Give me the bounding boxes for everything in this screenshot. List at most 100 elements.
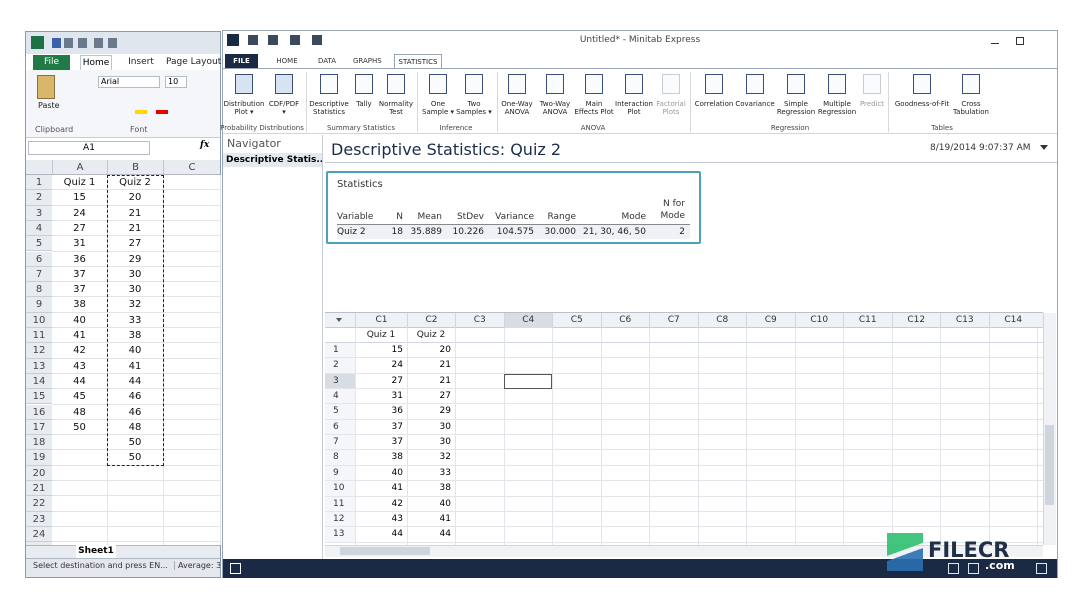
row-line: [52, 342, 220, 344]
row-line: [52, 372, 220, 374]
worksheet-cell: 27: [439, 391, 451, 402]
quick-access-icon: [52, 38, 61, 48]
worksheet-row-line: [325, 403, 1043, 405]
cell: 50: [73, 421, 86, 433]
cell: 27: [73, 222, 86, 234]
worksheet-column-header: C2: [407, 313, 455, 328]
worksheet-column-line: [891, 328, 893, 545]
row-header: 18: [26, 435, 52, 451]
quick-access-icon: [78, 38, 87, 48]
stats-header: Range: [547, 212, 576, 222]
control-max: [1016, 37, 1024, 45]
name-box[interactable]: A1: [28, 141, 150, 155]
cell: 42: [73, 345, 86, 357]
worksheet-row-line: [325, 510, 1043, 512]
navigator-panel: [223, 135, 323, 560]
control-min: [991, 43, 999, 44]
cell: 50: [128, 452, 142, 464]
cell: 24: [73, 207, 86, 219]
worksheet-cell: 43: [391, 513, 403, 524]
row-header: 19: [26, 450, 52, 466]
status-icon: [968, 563, 979, 574]
worksheet-cell: 31: [391, 391, 403, 402]
excel-tab[interactable]: Insert: [128, 57, 154, 67]
worksheet-row-header: 10: [325, 481, 355, 497]
cell: 15: [73, 192, 86, 204]
row-header: 24: [26, 526, 52, 543]
stats-header: N for Mode: [660, 199, 685, 221]
worksheet-row-line: [325, 372, 1043, 374]
output-timestamp: 8/19/2014 9:07:37 AM: [930, 143, 1031, 153]
worksheet-column-header: C12: [891, 313, 941, 328]
group-label: Clipboard: [35, 125, 74, 134]
stats-header: Variance: [495, 212, 534, 222]
stats-cell: 30.000: [544, 227, 577, 237]
column-header: C: [163, 160, 220, 175]
worksheet-cell: 21: [439, 375, 451, 386]
ribbon-tab[interactable]: DATA: [317, 57, 337, 65]
row-header: 13: [26, 358, 52, 374]
quick-access-icon: [248, 35, 258, 45]
ribbon-tab[interactable]: HOME: [276, 57, 298, 65]
ribbon-button-label: Effects Plot: [574, 108, 614, 116]
worksheet-row-line: [325, 388, 1043, 390]
worksheet-row-header: 2: [325, 358, 355, 374]
worksheet-row-line: [325, 526, 1043, 528]
ribbon-tab[interactable]: GRAPHS: [353, 57, 382, 65]
row-header: 23: [26, 511, 52, 527]
output-menu-arrow: [1040, 145, 1048, 150]
worksheet-row-line: [325, 357, 1043, 359]
format-button[interactable]: [116, 92, 128, 104]
ribbon-button-label: ANOVA: [542, 108, 568, 116]
worksheet-row-header: 1: [325, 343, 355, 359]
row-line: [52, 265, 220, 267]
worksheet-row-header: 9: [325, 465, 355, 482]
control-close: [1040, 36, 1049, 45]
ribbon-tab[interactable]: STATISTICS: [394, 54, 442, 68]
excel-tab[interactable]: Page Layout: [166, 57, 222, 67]
excel-tab[interactable]: Home: [80, 55, 112, 70]
navigator-item[interactable]: Descriptive Statis...: [223, 153, 322, 167]
worksheet-column-header: C3: [455, 313, 504, 328]
cell: 32: [128, 299, 142, 311]
worksheet-row-header: 8: [325, 450, 355, 466]
ribbon-button-label: One: [430, 100, 446, 108]
worksheet-cell: 30: [439, 421, 451, 432]
worksheet-row-line: [325, 434, 1043, 436]
sheet-tab[interactable]: Sheet1: [76, 545, 116, 558]
window-control[interactable]: [988, 34, 1002, 48]
quick-access-icon: [94, 38, 103, 48]
row-header: 10: [26, 312, 52, 328]
row-header: 9: [26, 297, 52, 313]
statistics-section: Statistics: [337, 179, 383, 190]
ribbon-tab[interactable]: FILE: [225, 54, 258, 68]
formula-icon: fx: [200, 140, 210, 150]
ribbon-icon: [787, 74, 805, 94]
worksheet-column-line: [988, 328, 990, 545]
cell: 48: [128, 421, 142, 433]
row-line: [52, 495, 220, 497]
row-header: 14: [26, 373, 52, 390]
row-line: [52, 525, 220, 527]
ribbon-divider: [497, 72, 498, 132]
ribbon-group-label: ANOVA: [580, 124, 606, 132]
worksheet-column-header: C13: [940, 313, 989, 328]
row-header: 7: [26, 266, 52, 283]
ribbon-icon: [828, 74, 846, 94]
cell: 45: [73, 391, 86, 403]
cell: 40: [73, 314, 86, 326]
stats-cell: 104.575: [496, 227, 534, 237]
ribbon-icon: [962, 74, 980, 94]
format-button[interactable]: [100, 92, 112, 104]
sheet-tab-bar: [26, 545, 220, 558]
format-button[interactable]: [132, 92, 144, 104]
status-average: Average: 3: [174, 561, 220, 570]
ribbon-button-label: ▾: [282, 108, 286, 116]
window-title: Untitled* - Minitab Express: [579, 35, 701, 45]
excel-tab[interactable]: File: [33, 55, 70, 70]
ribbon-group-label: Regression: [770, 124, 810, 132]
ribbon-group-label: Tables: [931, 124, 953, 132]
worksheet-cell: 37: [391, 437, 403, 448]
ribbon-button-label: Regression: [776, 108, 816, 116]
ribbon-icon: [746, 74, 764, 94]
